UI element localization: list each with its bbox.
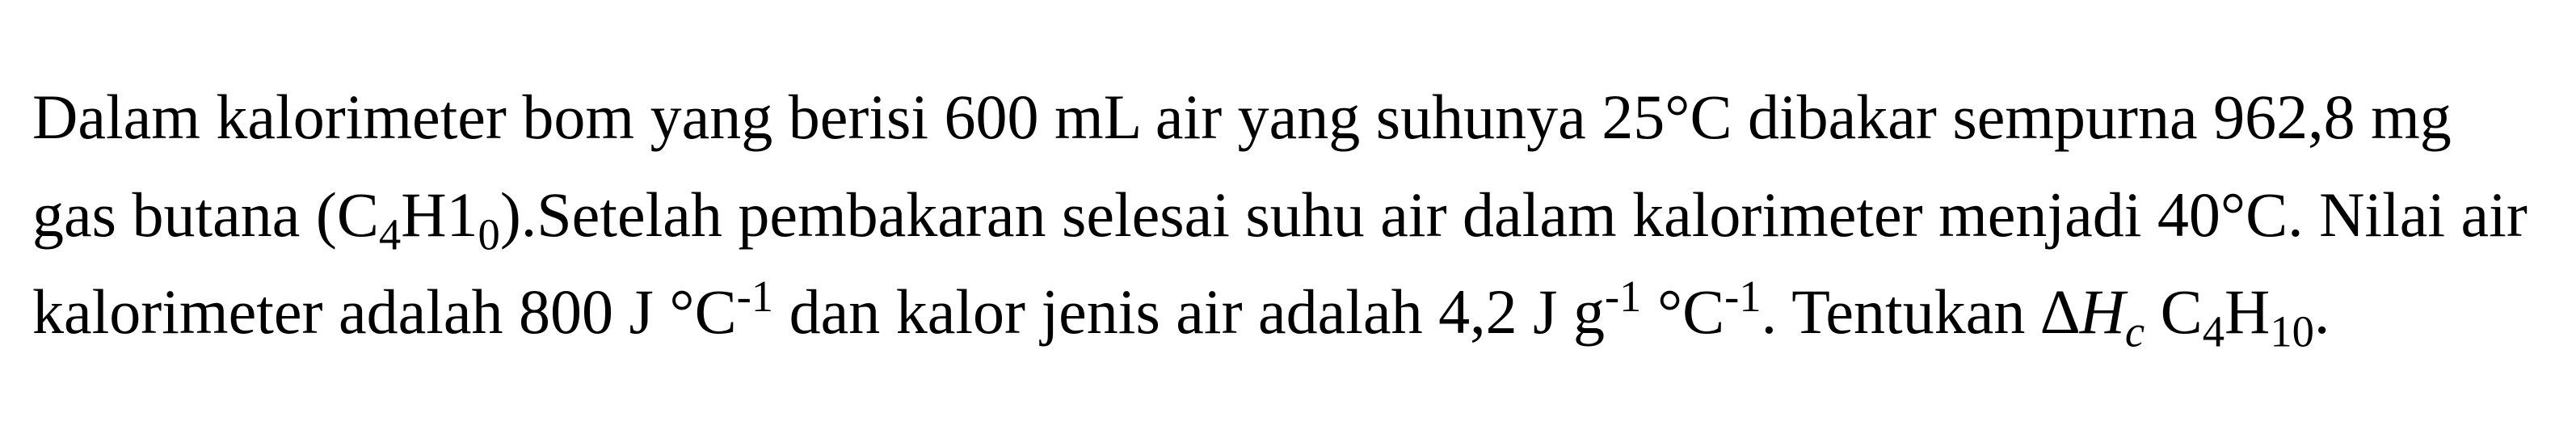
text-segment: H1 (401, 179, 478, 250)
subscript: c (2125, 307, 2145, 356)
subscript: 0 (478, 209, 500, 259)
subscript: 10 (2270, 307, 2314, 356)
superscript: -1 (737, 272, 773, 321)
text-segment: dan kalor jenis air adalah 4,2 J g (773, 276, 1605, 347)
text-segment: °C (1641, 276, 1724, 347)
text-segment: H (2225, 276, 2270, 347)
text-segment: . (2314, 276, 2330, 347)
text-segment: . Tentukan ∆ (1762, 276, 2080, 347)
superscript: -1 (1724, 272, 1761, 321)
problem-text: Dalam kalorimeter bom yang berisi 600 mL… (32, 69, 2544, 362)
subscript: 4 (379, 209, 401, 259)
italic-variable: H (2080, 276, 2125, 347)
superscript: -1 (1605, 272, 1641, 321)
subscript: 4 (2203, 307, 2225, 356)
text-segment: C (2145, 276, 2203, 347)
